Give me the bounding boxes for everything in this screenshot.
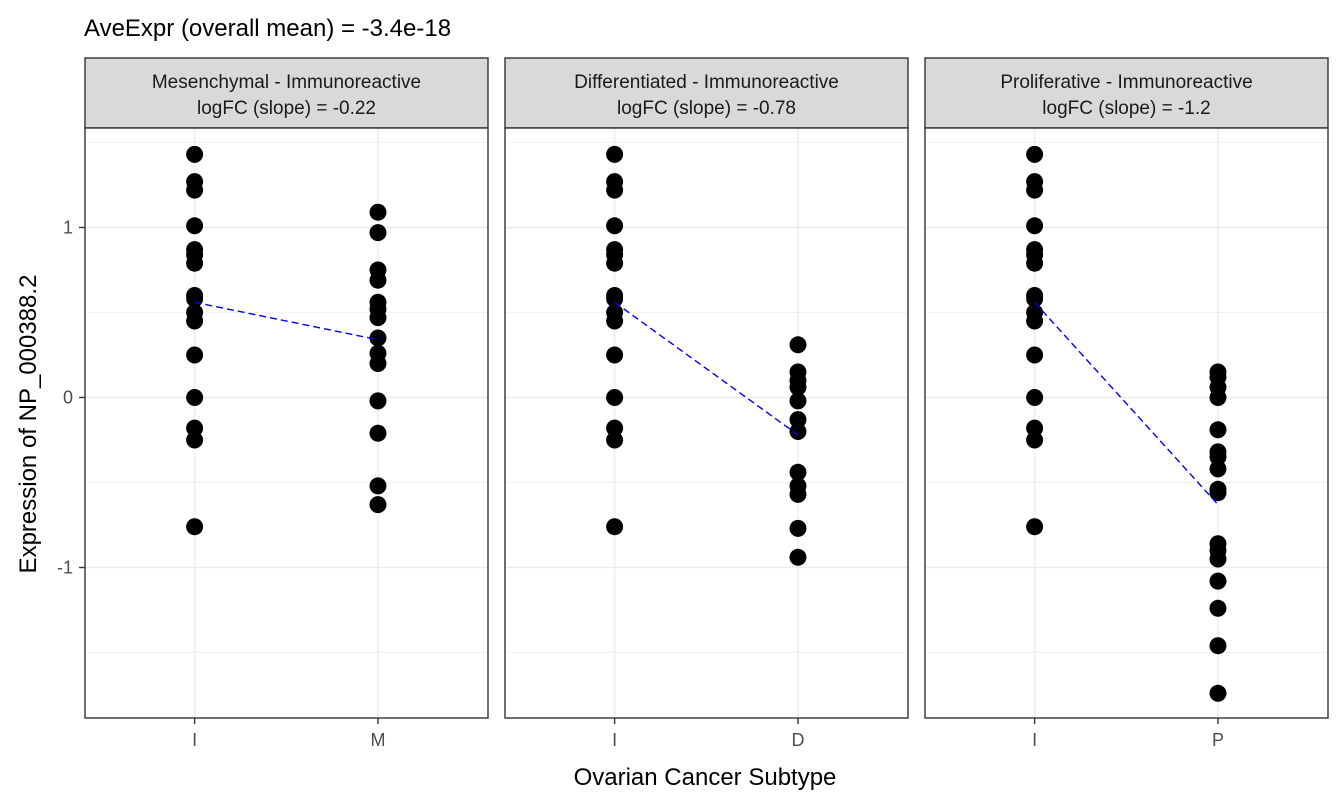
- data-point: [369, 477, 387, 495]
- data-point: [1026, 217, 1044, 235]
- data-point: [789, 378, 807, 396]
- data-point: [1026, 312, 1044, 330]
- data-point: [369, 424, 387, 442]
- data-point: [1209, 572, 1227, 590]
- data-point: [789, 411, 807, 429]
- mean-trend-line: [614, 301, 799, 436]
- mean-trend-line: [194, 301, 379, 341]
- data-point: [186, 181, 204, 199]
- x-axis-title: Ovarian Cancer Subtype: [574, 764, 837, 791]
- data-point: [606, 254, 624, 272]
- panel-border: [504, 127, 909, 719]
- data-point: [606, 346, 624, 364]
- data-point: [789, 392, 807, 410]
- data-point: [369, 203, 387, 221]
- facet-strip-label: Differentiated - Immunoreactive: [574, 72, 839, 93]
- facet-strip: [924, 57, 1329, 129]
- data-point: [606, 290, 624, 308]
- data-point: [606, 181, 624, 199]
- data-point: [606, 145, 624, 163]
- x-tick-label: M: [370, 730, 385, 750]
- x-tick-label: I: [192, 730, 197, 750]
- data-point: [789, 423, 807, 440]
- data-point: [1209, 599, 1227, 617]
- data-point: [606, 217, 624, 235]
- data-point: [1209, 637, 1227, 655]
- data-point: [789, 548, 807, 566]
- x-tick-label: P: [1212, 730, 1224, 750]
- data-point: [186, 518, 204, 536]
- panel-background: [505, 128, 908, 718]
- y-tick-label: 0: [63, 388, 73, 408]
- data-point: [369, 392, 387, 410]
- data-point: [1026, 419, 1044, 437]
- data-point: [1209, 389, 1227, 406]
- panels: Mesenchymal - Immunoreactive logFC (slope…: [84, 57, 1329, 750]
- facet-strip-slope: logFC (slope) = -0.78: [617, 98, 796, 119]
- data-point: [1026, 346, 1044, 364]
- data-point: [186, 254, 204, 272]
- data-point: [369, 271, 387, 289]
- data-point: [1026, 254, 1044, 272]
- mean-trend-line: [1034, 301, 1219, 506]
- panel-background: [925, 128, 1328, 718]
- data-point: [1026, 518, 1044, 536]
- data-point: [1209, 448, 1227, 466]
- data-point: [606, 518, 624, 536]
- panel-background: [85, 128, 488, 718]
- data-point: [789, 485, 807, 503]
- data-point: [186, 419, 204, 437]
- data-point: [186, 431, 204, 449]
- data-point: [1026, 181, 1044, 199]
- x-tick-label: D: [791, 730, 804, 750]
- data-point: [186, 145, 204, 163]
- y-tick-label: 1: [63, 218, 73, 238]
- x-tick-label: I: [1032, 730, 1037, 750]
- panel-border: [84, 127, 489, 719]
- x-tick-label: I: [612, 730, 617, 750]
- data-point: [1026, 145, 1044, 163]
- facet-panel: Differentiated - Immunoreactive logFC (sl…: [504, 57, 909, 750]
- chart-title: AveExpr (overall mean) = -3.4e-18: [84, 15, 451, 42]
- data-point: [186, 346, 204, 364]
- y-tick-label: -1: [57, 558, 73, 578]
- data-point: [369, 355, 387, 372]
- data-point: [606, 312, 624, 330]
- data-point: [369, 309, 387, 327]
- panel-border: [924, 127, 1329, 719]
- y-axis: -1 0 1: [57, 218, 85, 578]
- data-point: [1026, 290, 1044, 308]
- facet-panel: Mesenchymal - Immunoreactive logFC (slope…: [84, 57, 489, 750]
- data-point: [1026, 389, 1044, 406]
- facet-strip-slope: logFC (slope) = -0.22: [197, 98, 376, 119]
- data-point: [606, 389, 624, 406]
- facet-strip-label: Proliferative - Immunoreactive: [1000, 72, 1252, 93]
- data-point: [186, 312, 204, 330]
- facet-strip: [504, 57, 909, 129]
- data-point: [1209, 684, 1227, 702]
- data-point: [789, 336, 807, 354]
- data-point: [1209, 460, 1227, 478]
- data-point: [606, 419, 624, 437]
- data-point: [369, 329, 387, 347]
- data-point: [789, 519, 807, 537]
- y-axis-title: Expression of NP_000388.2: [15, 275, 42, 574]
- data-point: [1026, 431, 1044, 449]
- data-point: [369, 224, 387, 242]
- facet-strip-slope: logFC (slope) = -1.2: [1042, 98, 1210, 119]
- data-point: [606, 431, 624, 449]
- data-point: [789, 463, 807, 481]
- facet-panel: Proliferative - Immunoreactive logFC (slo…: [924, 57, 1329, 750]
- data-point: [369, 496, 387, 514]
- data-point: [186, 217, 204, 235]
- facet-strip: [84, 57, 489, 129]
- data-point: [1209, 550, 1227, 568]
- data-point: [1209, 421, 1227, 439]
- data-point: [1209, 484, 1227, 502]
- facet-strip-label: Mesenchymal - Immunoreactive: [152, 72, 421, 93]
- data-point: [186, 389, 204, 406]
